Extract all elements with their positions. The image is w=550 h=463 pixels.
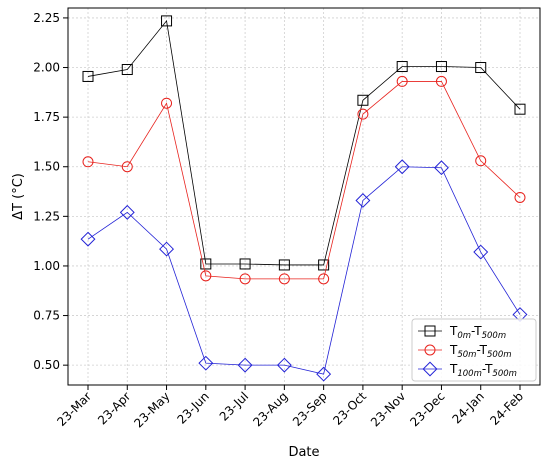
series-line (87, 19, 521, 266)
data-point (396, 75, 408, 87)
data-point (121, 64, 133, 76)
legend-subscript: 500m (487, 350, 512, 360)
data-point (357, 94, 369, 106)
legend-subscript: 50m (457, 350, 476, 360)
legend-text-part: -T (482, 362, 493, 376)
x-tick-label: 23-Mar (54, 389, 94, 429)
series-line (87, 81, 521, 280)
data-point (316, 366, 332, 382)
legend-swatch-marker (424, 344, 436, 356)
y-tick-label: 2.00 (33, 61, 60, 75)
y-tick-label: 1.75 (33, 110, 60, 124)
series-layer (80, 15, 528, 382)
data-point (473, 244, 489, 260)
legend-subscript: 500m (492, 369, 517, 379)
data-point (276, 357, 292, 373)
data-point (239, 273, 251, 285)
x-tick-label: 24-Jan (450, 389, 487, 426)
x-tick-label: 23-Dec (407, 389, 447, 429)
data-point (475, 62, 487, 74)
y-tick-label: 1.00 (33, 259, 60, 273)
x-tick-label: 23-Apr (95, 389, 133, 427)
data-point (394, 159, 410, 175)
legend-text-part: T (449, 324, 458, 338)
data-point (278, 273, 290, 285)
data-point (237, 357, 253, 373)
series-2 (82, 75, 526, 285)
data-point (80, 231, 96, 247)
x-tick-label: 23-Sep (290, 389, 330, 429)
data-point (435, 61, 447, 73)
x-axis-label: Date (288, 445, 319, 460)
series-1 (82, 15, 526, 271)
legend-subscript: 0m (457, 331, 471, 341)
data-point (318, 259, 330, 271)
x-tick-label: 23-Jun (174, 389, 211, 426)
data-point (278, 259, 290, 271)
data-point (121, 161, 133, 173)
data-point (200, 270, 212, 282)
legend-entry: T0m-T500m (449, 324, 506, 341)
data-point (514, 191, 526, 203)
data-point (357, 108, 369, 120)
x-tick-label: 23-Oct (330, 389, 369, 428)
data-point (82, 70, 94, 82)
data-point (318, 273, 330, 285)
legend-subscript: 500m (482, 331, 507, 341)
grid (68, 8, 540, 385)
data-point (161, 97, 173, 109)
data-point (433, 160, 449, 176)
legend-text-part: T (449, 362, 458, 376)
data-point (198, 355, 214, 371)
y-tick-label: 0.50 (33, 358, 60, 372)
data-point (119, 204, 135, 220)
data-point (82, 156, 94, 168)
legend-box (411, 318, 537, 382)
y-tick-label: 1.50 (33, 160, 60, 174)
legend-entry: T100m-T500m (449, 362, 517, 379)
data-point (396, 61, 408, 73)
legend-text-part: T (449, 343, 458, 357)
plot-frame (67, 7, 541, 386)
x-tick-label: 24-Feb (487, 389, 526, 428)
y-axis-label: ΔT (°C) (11, 173, 26, 220)
data-point (200, 258, 212, 270)
legend-text-part: -T (476, 343, 487, 357)
legend-swatch-marker (424, 325, 436, 337)
y-axis: 0.50 0.75 1.00 1.25 1.50 1.75 2.00 2.25 (33, 11, 68, 372)
y-tick-label: 0.75 (33, 309, 60, 323)
x-tick-label: 23-May (131, 389, 172, 430)
data-point (159, 241, 175, 257)
data-point (161, 15, 173, 27)
series-3 (80, 159, 528, 382)
x-tick-label: 23-Nov (368, 389, 408, 429)
legend-swatch-marker (422, 361, 438, 377)
data-point (435, 75, 447, 87)
y-tick-label: 1.25 (33, 209, 60, 223)
legend-entry: T50m-T500m (449, 343, 512, 360)
data-point (355, 193, 371, 208)
data-point (475, 155, 487, 167)
data-point (514, 103, 526, 115)
x-tick-label: 23-Jul (217, 389, 251, 423)
y-tick-label: 2.25 (33, 11, 60, 25)
data-point (239, 258, 251, 270)
x-tick-label: 23-Aug (250, 389, 290, 429)
legend-subscript: 100m (457, 369, 482, 379)
series-line (87, 166, 521, 375)
legend-text-part: -T (471, 324, 482, 338)
